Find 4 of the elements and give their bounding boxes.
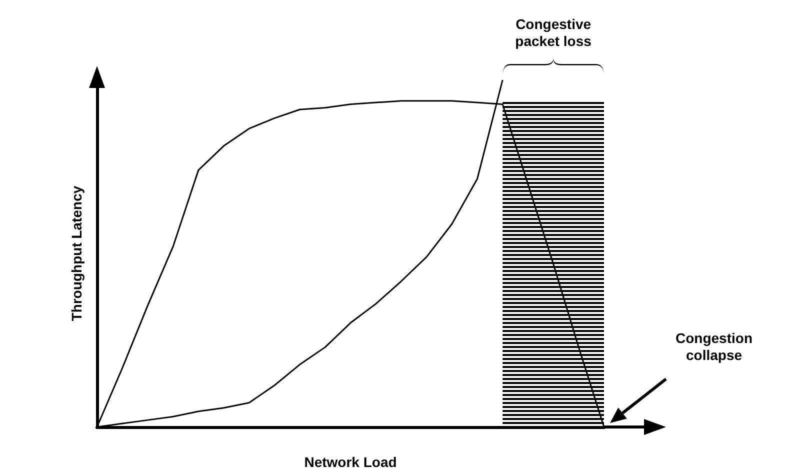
- text: Congestive packet loss: [514, 16, 592, 50]
- y-axis-title: Throughput Latency: [68, 186, 84, 322]
- text: Congestion collapse: [674, 330, 754, 364]
- x-axis-title: Network Load: [304, 454, 397, 470]
